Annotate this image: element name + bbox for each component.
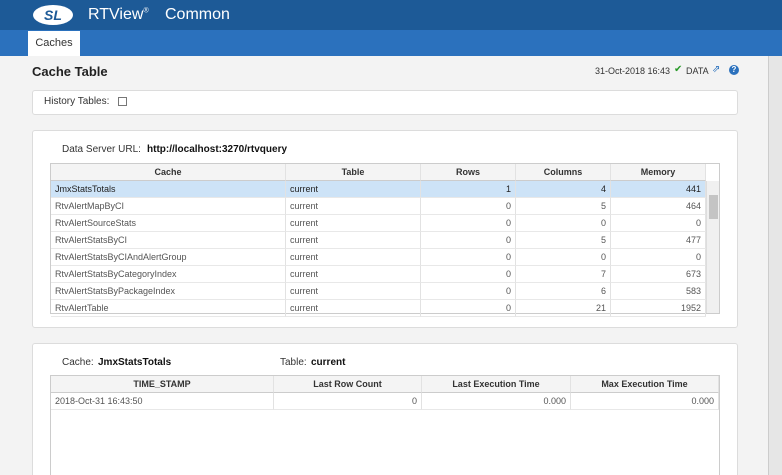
table-cell: 0 <box>611 249 706 266</box>
table-cell: 7 <box>516 266 611 283</box>
table-cell: RtvAlertMapByCI <box>51 198 286 215</box>
table-cell: 5 <box>516 198 611 215</box>
column-header[interactable]: Cache <box>51 164 286 181</box>
table-cell: 673 <box>611 266 706 283</box>
cache-table: Cache Table Rows Columns Memory JmxStatsTotal… <box>50 163 720 317</box>
cache-label: Cache: <box>62 357 94 368</box>
table-cell: 0 <box>421 283 516 300</box>
table-cell: current <box>286 300 421 317</box>
product-name: RTView® <box>88 6 149 24</box>
table-cell: current <box>286 266 421 283</box>
table-cell: current <box>286 232 421 249</box>
detail-table: TIME_STAMP Last Row Count Last Execution T… <box>50 375 720 475</box>
tab-bar <box>0 30 782 56</box>
product: RTView <box>88 6 144 23</box>
column-header[interactable]: Last Row Count <box>274 376 422 393</box>
external-link-icon[interactable]: ⇗ <box>712 64 721 75</box>
table-cell: current <box>286 249 421 266</box>
column-header[interactable]: Table <box>286 164 421 181</box>
column-header[interactable]: Last Execution Time <box>422 376 571 393</box>
header-bar <box>0 0 782 30</box>
table-cell: 1952 <box>611 300 706 317</box>
table-label: Table: <box>280 357 307 368</box>
column-header[interactable]: TIME_STAMP <box>51 376 274 393</box>
table-cell: 0 <box>421 232 516 249</box>
cache-name: JmxStatsTotals <box>98 357 172 368</box>
server-url: http://localhost:3270/rtvquery <box>147 144 288 155</box>
table-cell: RtvAlertStatsByPackageIndex <box>51 283 286 300</box>
table-cell: 0 <box>421 300 516 317</box>
scroll-thumb[interactable] <box>709 195 718 219</box>
table-cell: 0 <box>421 198 516 215</box>
column-header[interactable]: Rows <box>421 164 516 181</box>
page-scrollbar[interactable] <box>768 56 782 475</box>
table-cell: 2018-Oct-31 16:43:50 <box>51 393 274 410</box>
trademark: ® <box>143 7 149 15</box>
table-cell: 464 <box>611 198 706 215</box>
help-icon[interactable]: ? <box>729 65 739 75</box>
history-label: History Tables: <box>44 96 110 107</box>
table-cell: RtvAlertStatsByCategoryIndex <box>51 266 286 283</box>
table-cell: 21 <box>516 300 611 317</box>
column-header[interactable]: Max Execution Time <box>571 376 719 393</box>
table-cell: 0 <box>516 215 611 232</box>
history-panel <box>32 90 738 115</box>
logo: SL <box>33 5 73 25</box>
table-cell: JmxStatsTotals <box>51 181 286 198</box>
table-cell: RtvAlertStatsByCIAndAlertGroup <box>51 249 286 266</box>
timestamp: 31-Oct-2018 16:43 <box>595 66 671 76</box>
page-title: Cache Table <box>32 64 108 79</box>
table-cell: 0 <box>274 393 422 410</box>
table-cell: RtvAlertTable <box>51 300 286 317</box>
table-cell: 441 <box>611 181 706 198</box>
tab[interactable]: Caches <box>28 31 80 56</box>
table-cell: 0.000 <box>571 393 719 410</box>
data-label: DATA <box>686 66 709 76</box>
table-cell: 0 <box>421 215 516 232</box>
table-cell: 0 <box>421 266 516 283</box>
table-scrollbar[interactable] <box>706 181 719 313</box>
table-cell: 1 <box>421 181 516 198</box>
table-cell: RtvAlertStatsByCI <box>51 232 286 249</box>
server-label: Data Server URL: <box>62 144 141 155</box>
table-cell: current <box>286 215 421 232</box>
table-cell: 0 <box>421 249 516 266</box>
table-cell: 583 <box>611 283 706 300</box>
table-cell: 4 <box>516 181 611 198</box>
table-cell: 0.000 <box>422 393 571 410</box>
table-cell: current <box>286 181 421 198</box>
table-cell: 477 <box>611 232 706 249</box>
history-checkbox[interactable] <box>118 97 127 106</box>
status-check: ✔ <box>674 64 683 75</box>
app-name: Common <box>165 6 230 23</box>
table-cell: current <box>286 198 421 215</box>
table-cell: 0 <box>516 249 611 266</box>
table-cell: 6 <box>516 283 611 300</box>
table-cell: current <box>286 283 421 300</box>
column-header[interactable]: Columns <box>516 164 611 181</box>
table-cell: RtvAlertSourceStats <box>51 215 286 232</box>
table-cell: 5 <box>516 232 611 249</box>
table-name: current <box>311 357 346 368</box>
column-header[interactable]: Memory <box>611 164 706 181</box>
table-cell: 0 <box>611 215 706 232</box>
